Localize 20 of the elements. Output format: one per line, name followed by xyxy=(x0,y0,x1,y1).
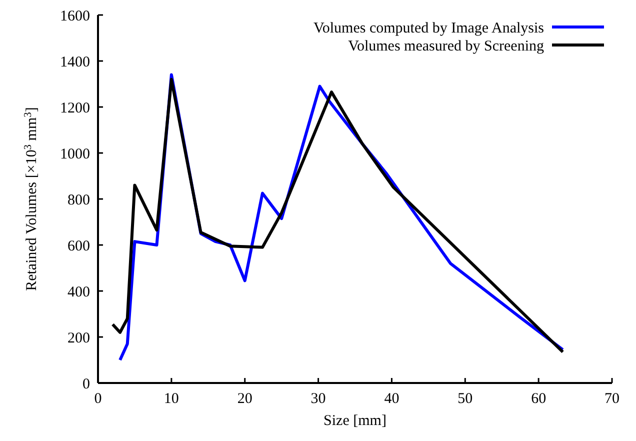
x-tick-label: 40 xyxy=(384,391,400,407)
y-tick-label: 400 xyxy=(68,284,90,300)
x-tick-label: 20 xyxy=(237,391,252,407)
y-tick-label: 1600 xyxy=(60,8,90,24)
y-tick-label: 800 xyxy=(68,192,90,208)
legend-label: Volumes measured by Screening xyxy=(348,38,544,54)
y-tick-label: 600 xyxy=(68,238,90,254)
x-tick-label: 50 xyxy=(458,391,473,407)
y-tick-label: 1200 xyxy=(60,100,90,116)
x-tick-label: 0 xyxy=(94,391,102,407)
y-tick-label: 1400 xyxy=(60,54,90,70)
x-tick-label: 30 xyxy=(310,391,326,407)
y-tick-label: 1000 xyxy=(60,146,90,162)
x-tick-label: 70 xyxy=(604,391,620,407)
y-tick-label: 200 xyxy=(68,330,90,346)
x-tick-label: 60 xyxy=(531,391,546,407)
x-axis-title: Size [mm] xyxy=(324,413,386,429)
y-tick-label: 0 xyxy=(82,376,90,392)
x-tick-label: 10 xyxy=(164,391,179,407)
legend-label: Volumes computed by Image Analysis xyxy=(313,20,544,36)
